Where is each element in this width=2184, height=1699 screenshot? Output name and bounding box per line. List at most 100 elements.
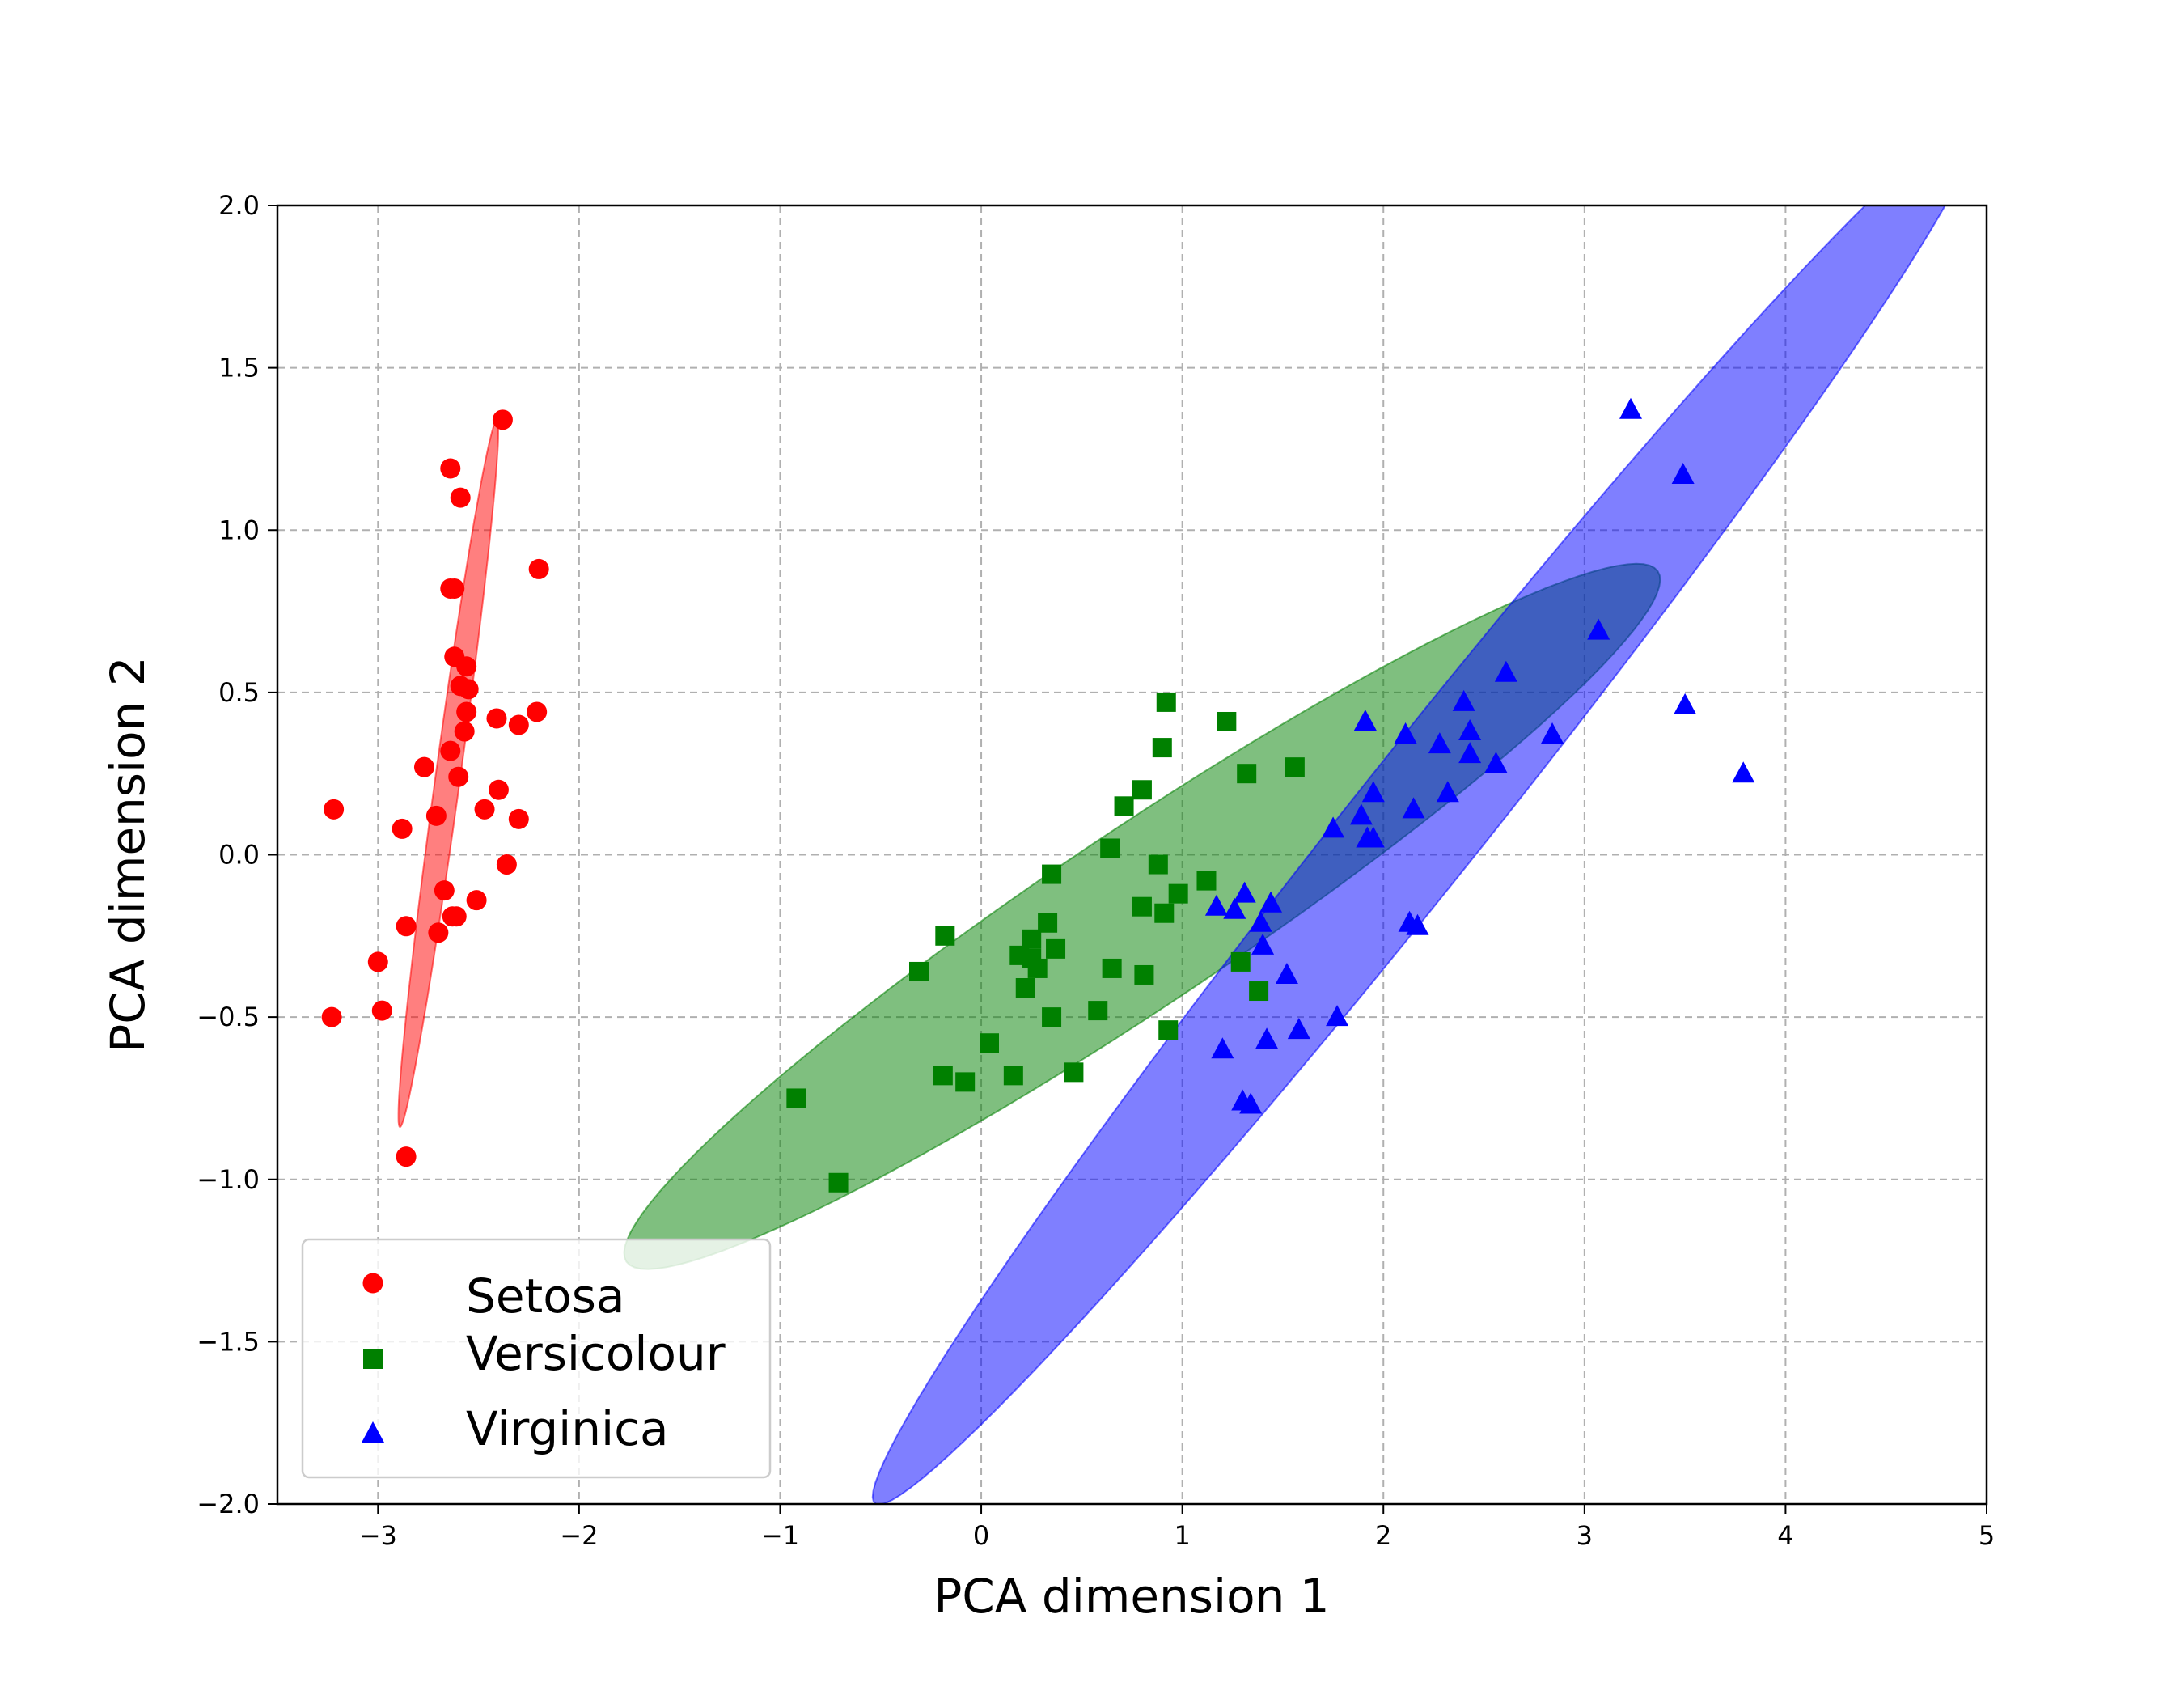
point-virginica (1361, 826, 1385, 848)
point-versicolour (1064, 1062, 1084, 1083)
point-virginica (1353, 709, 1377, 731)
point-setosa (448, 766, 469, 787)
y-axis-title: PCA dimension 2 (100, 656, 155, 1052)
point-setosa (440, 458, 461, 479)
point-versicolour (1003, 1066, 1023, 1086)
point-versicolour (1158, 1020, 1179, 1040)
point-virginica (1287, 1018, 1310, 1040)
point-setosa (508, 808, 529, 829)
point-setosa (456, 656, 477, 677)
point-versicolour (1156, 692, 1176, 712)
point-virginica (1211, 1037, 1234, 1059)
point-virginica (1223, 897, 1246, 919)
point-setosa (442, 906, 463, 927)
point-virginica (1732, 761, 1755, 783)
point-setosa (488, 779, 509, 800)
point-versicolour (1249, 981, 1269, 1002)
point-setosa (527, 701, 548, 722)
point-virginica (1541, 722, 1564, 744)
point-virginica (1239, 1092, 1263, 1114)
point-virginica (1452, 689, 1475, 711)
x-tick-label: 1 (1174, 1520, 1190, 1551)
point-virginica (1436, 781, 1459, 803)
legend-marker-virginica (362, 1421, 384, 1443)
y-tick-label: −1.0 (197, 1164, 260, 1195)
point-virginica (1406, 913, 1429, 935)
legend-markers (362, 1273, 384, 1443)
point-setosa (428, 922, 449, 943)
point-virginica (1275, 962, 1298, 984)
legend-marker-setosa (362, 1273, 383, 1294)
point-setosa (486, 708, 507, 729)
legend-label-virginica: Virginica (466, 1401, 669, 1456)
point-setosa (450, 487, 471, 508)
y-tick-label: 0.0 (218, 840, 260, 871)
point-versicolour (786, 1088, 806, 1108)
point-versicolour (1038, 913, 1058, 933)
point-setosa (396, 1146, 417, 1167)
x-tick-label: −2 (560, 1520, 598, 1551)
point-virginica (1361, 781, 1385, 803)
point-setosa (396, 916, 417, 937)
y-tick-label: −0.5 (197, 1002, 260, 1032)
point-setosa (321, 1006, 342, 1027)
point-versicolour (1132, 896, 1152, 917)
point-virginica (1484, 752, 1508, 773)
point-setosa (456, 701, 477, 722)
y-tick-label: −2.0 (197, 1489, 260, 1519)
x-tick-label: −1 (761, 1520, 799, 1551)
point-virginica (1322, 816, 1345, 838)
point-virginica (1671, 463, 1695, 485)
point-virginica (1394, 722, 1417, 744)
point-versicolour (1042, 1007, 1062, 1027)
point-virginica (1674, 693, 1697, 714)
legend-box (301, 1238, 772, 1479)
point-setosa (528, 558, 549, 579)
point-virginica (1402, 797, 1425, 819)
legend-label-versicolour: Versicolour (466, 1326, 726, 1381)
x-tick-label: −3 (359, 1520, 397, 1551)
point-versicolour (1154, 903, 1175, 923)
axis-ticks: −3 −2 −1 0 1 2 3 4 5 −2.0 −1.5 −1.0 −0.5 0.0 0.5 1.0 1.5… (197, 190, 1995, 1551)
point-virginica (1619, 397, 1642, 419)
ellipse-virginica (871, 205, 1946, 1504)
series-versicolour (786, 692, 1305, 1193)
point-versicolour (1022, 929, 1042, 949)
point-versicolour (1132, 780, 1152, 800)
point-versicolour (1217, 711, 1237, 731)
point-versicolour (1168, 883, 1188, 904)
data-points (321, 397, 1755, 1193)
point-versicolour (828, 1172, 849, 1193)
point-virginica (1233, 881, 1256, 903)
point-virginica (1326, 1005, 1349, 1027)
point-setosa (425, 805, 447, 826)
point-virginica (1587, 618, 1610, 640)
point-versicolour (1152, 738, 1172, 758)
point-setosa (392, 818, 413, 839)
y-tick-label: −1.5 (197, 1326, 260, 1357)
point-versicolour (1027, 958, 1048, 978)
point-setosa (496, 854, 517, 875)
point-versicolour (1046, 938, 1066, 959)
legend-label-setosa: Setosa (466, 1269, 625, 1324)
x-tick-label: 3 (1577, 1520, 1593, 1551)
point-virginica (1494, 660, 1517, 682)
y-tick-label: 2.0 (218, 190, 260, 221)
point-versicolour (1042, 864, 1062, 884)
point-versicolour (1237, 764, 1257, 784)
point-setosa (371, 1000, 392, 1021)
point-setosa (454, 721, 475, 742)
point-versicolour (1148, 854, 1168, 875)
point-virginica (1249, 910, 1272, 932)
x-tick-label: 0 (973, 1520, 989, 1551)
point-versicolour (933, 1066, 953, 1086)
point-versicolour (980, 1033, 1000, 1053)
point-versicolour (1230, 951, 1251, 972)
point-virginica (1204, 894, 1228, 916)
point-versicolour (1102, 958, 1122, 978)
point-virginica (1255, 1027, 1279, 1049)
point-versicolour (1285, 757, 1305, 777)
x-tick-label: 5 (1979, 1520, 1995, 1551)
x-axis-title: PCA dimension 1 (933, 1569, 1329, 1624)
